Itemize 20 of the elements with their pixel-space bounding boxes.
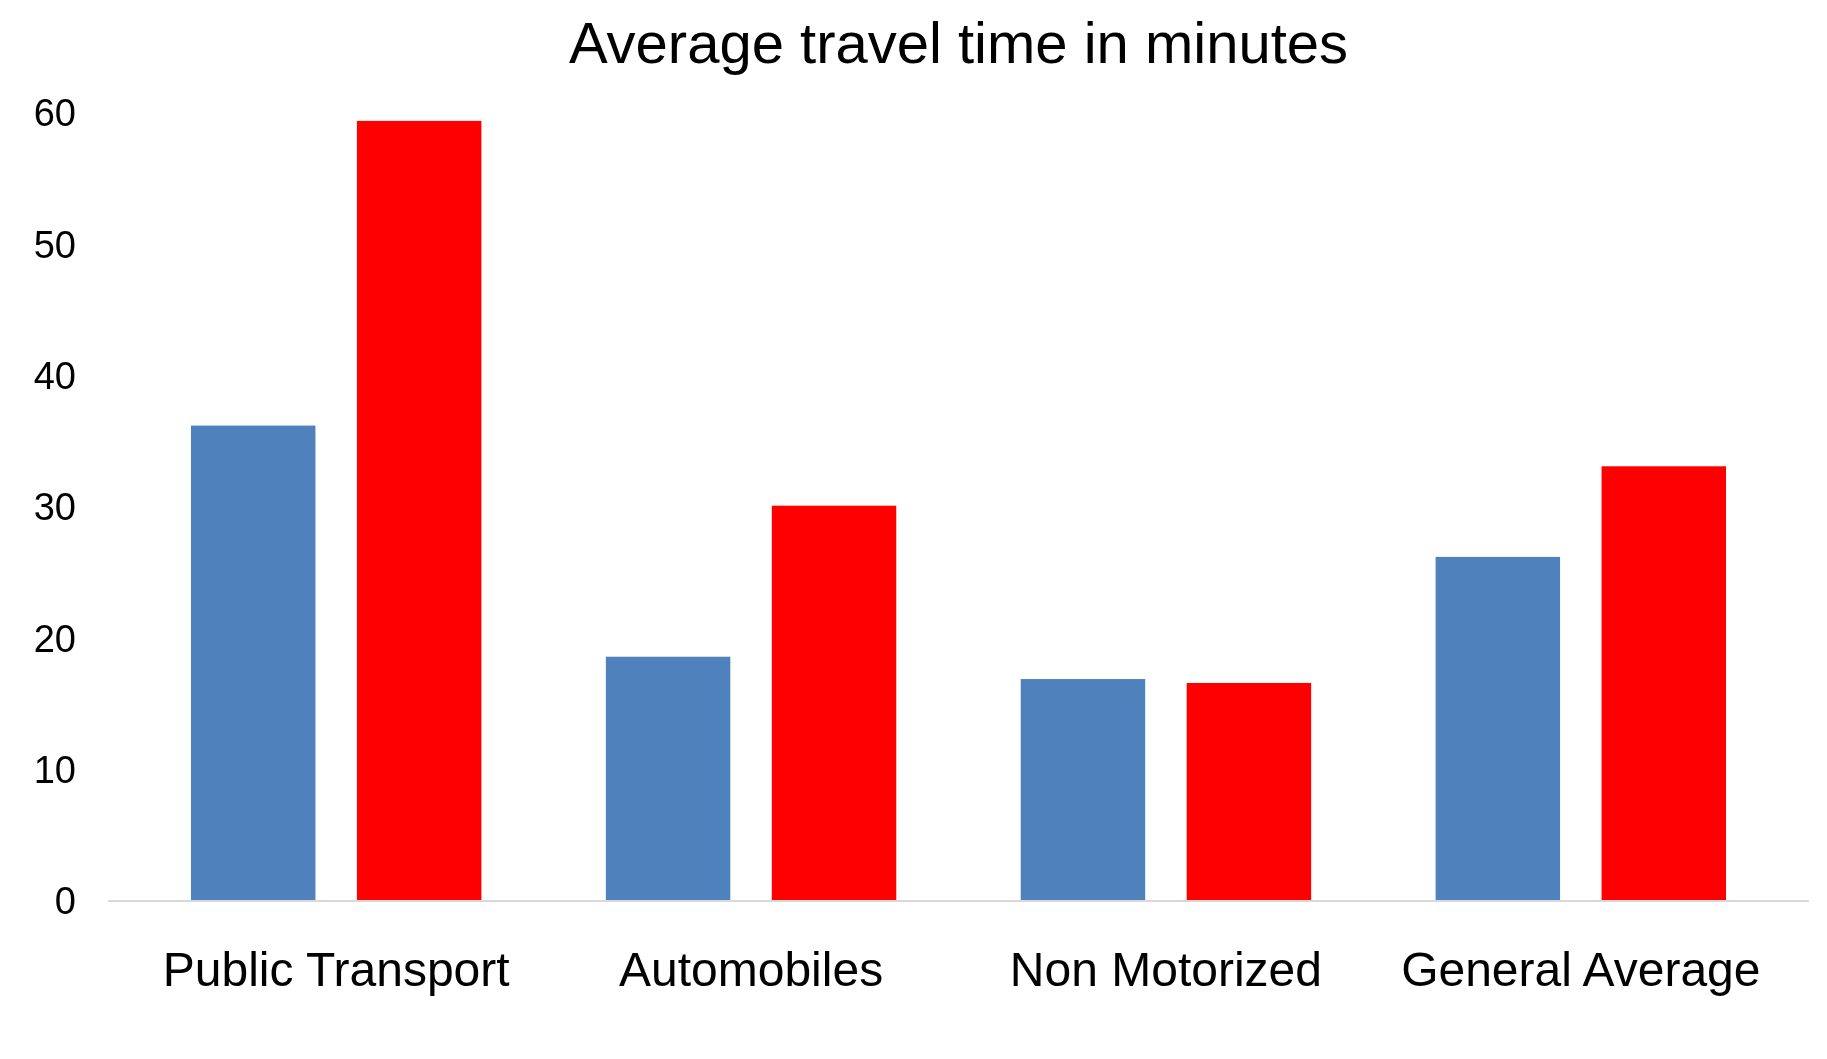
y-tick-label: 60 xyxy=(33,92,76,135)
bar xyxy=(1020,679,1146,901)
bar xyxy=(190,425,316,901)
y-tick-label: 50 xyxy=(33,223,76,266)
bar xyxy=(1186,682,1312,901)
bar xyxy=(1435,556,1561,901)
y-tick-label: 0 xyxy=(54,880,76,923)
bar xyxy=(356,120,482,901)
x-tick-label: Public Transport xyxy=(162,943,510,996)
bar xyxy=(771,505,897,901)
y-tick-label: 40 xyxy=(33,354,76,397)
y-tick-label: 10 xyxy=(33,748,76,791)
x-tick-label: General Average xyxy=(1401,943,1761,996)
chart-title: Average travel time in minutes xyxy=(568,10,1349,75)
y-tick-label: 20 xyxy=(33,617,76,660)
y-tick-label: 30 xyxy=(33,486,76,529)
bar xyxy=(605,656,731,901)
bar xyxy=(1601,466,1727,901)
x-tick-label: Non Motorized xyxy=(1009,943,1323,996)
x-tick-label: Automobiles xyxy=(618,943,884,996)
